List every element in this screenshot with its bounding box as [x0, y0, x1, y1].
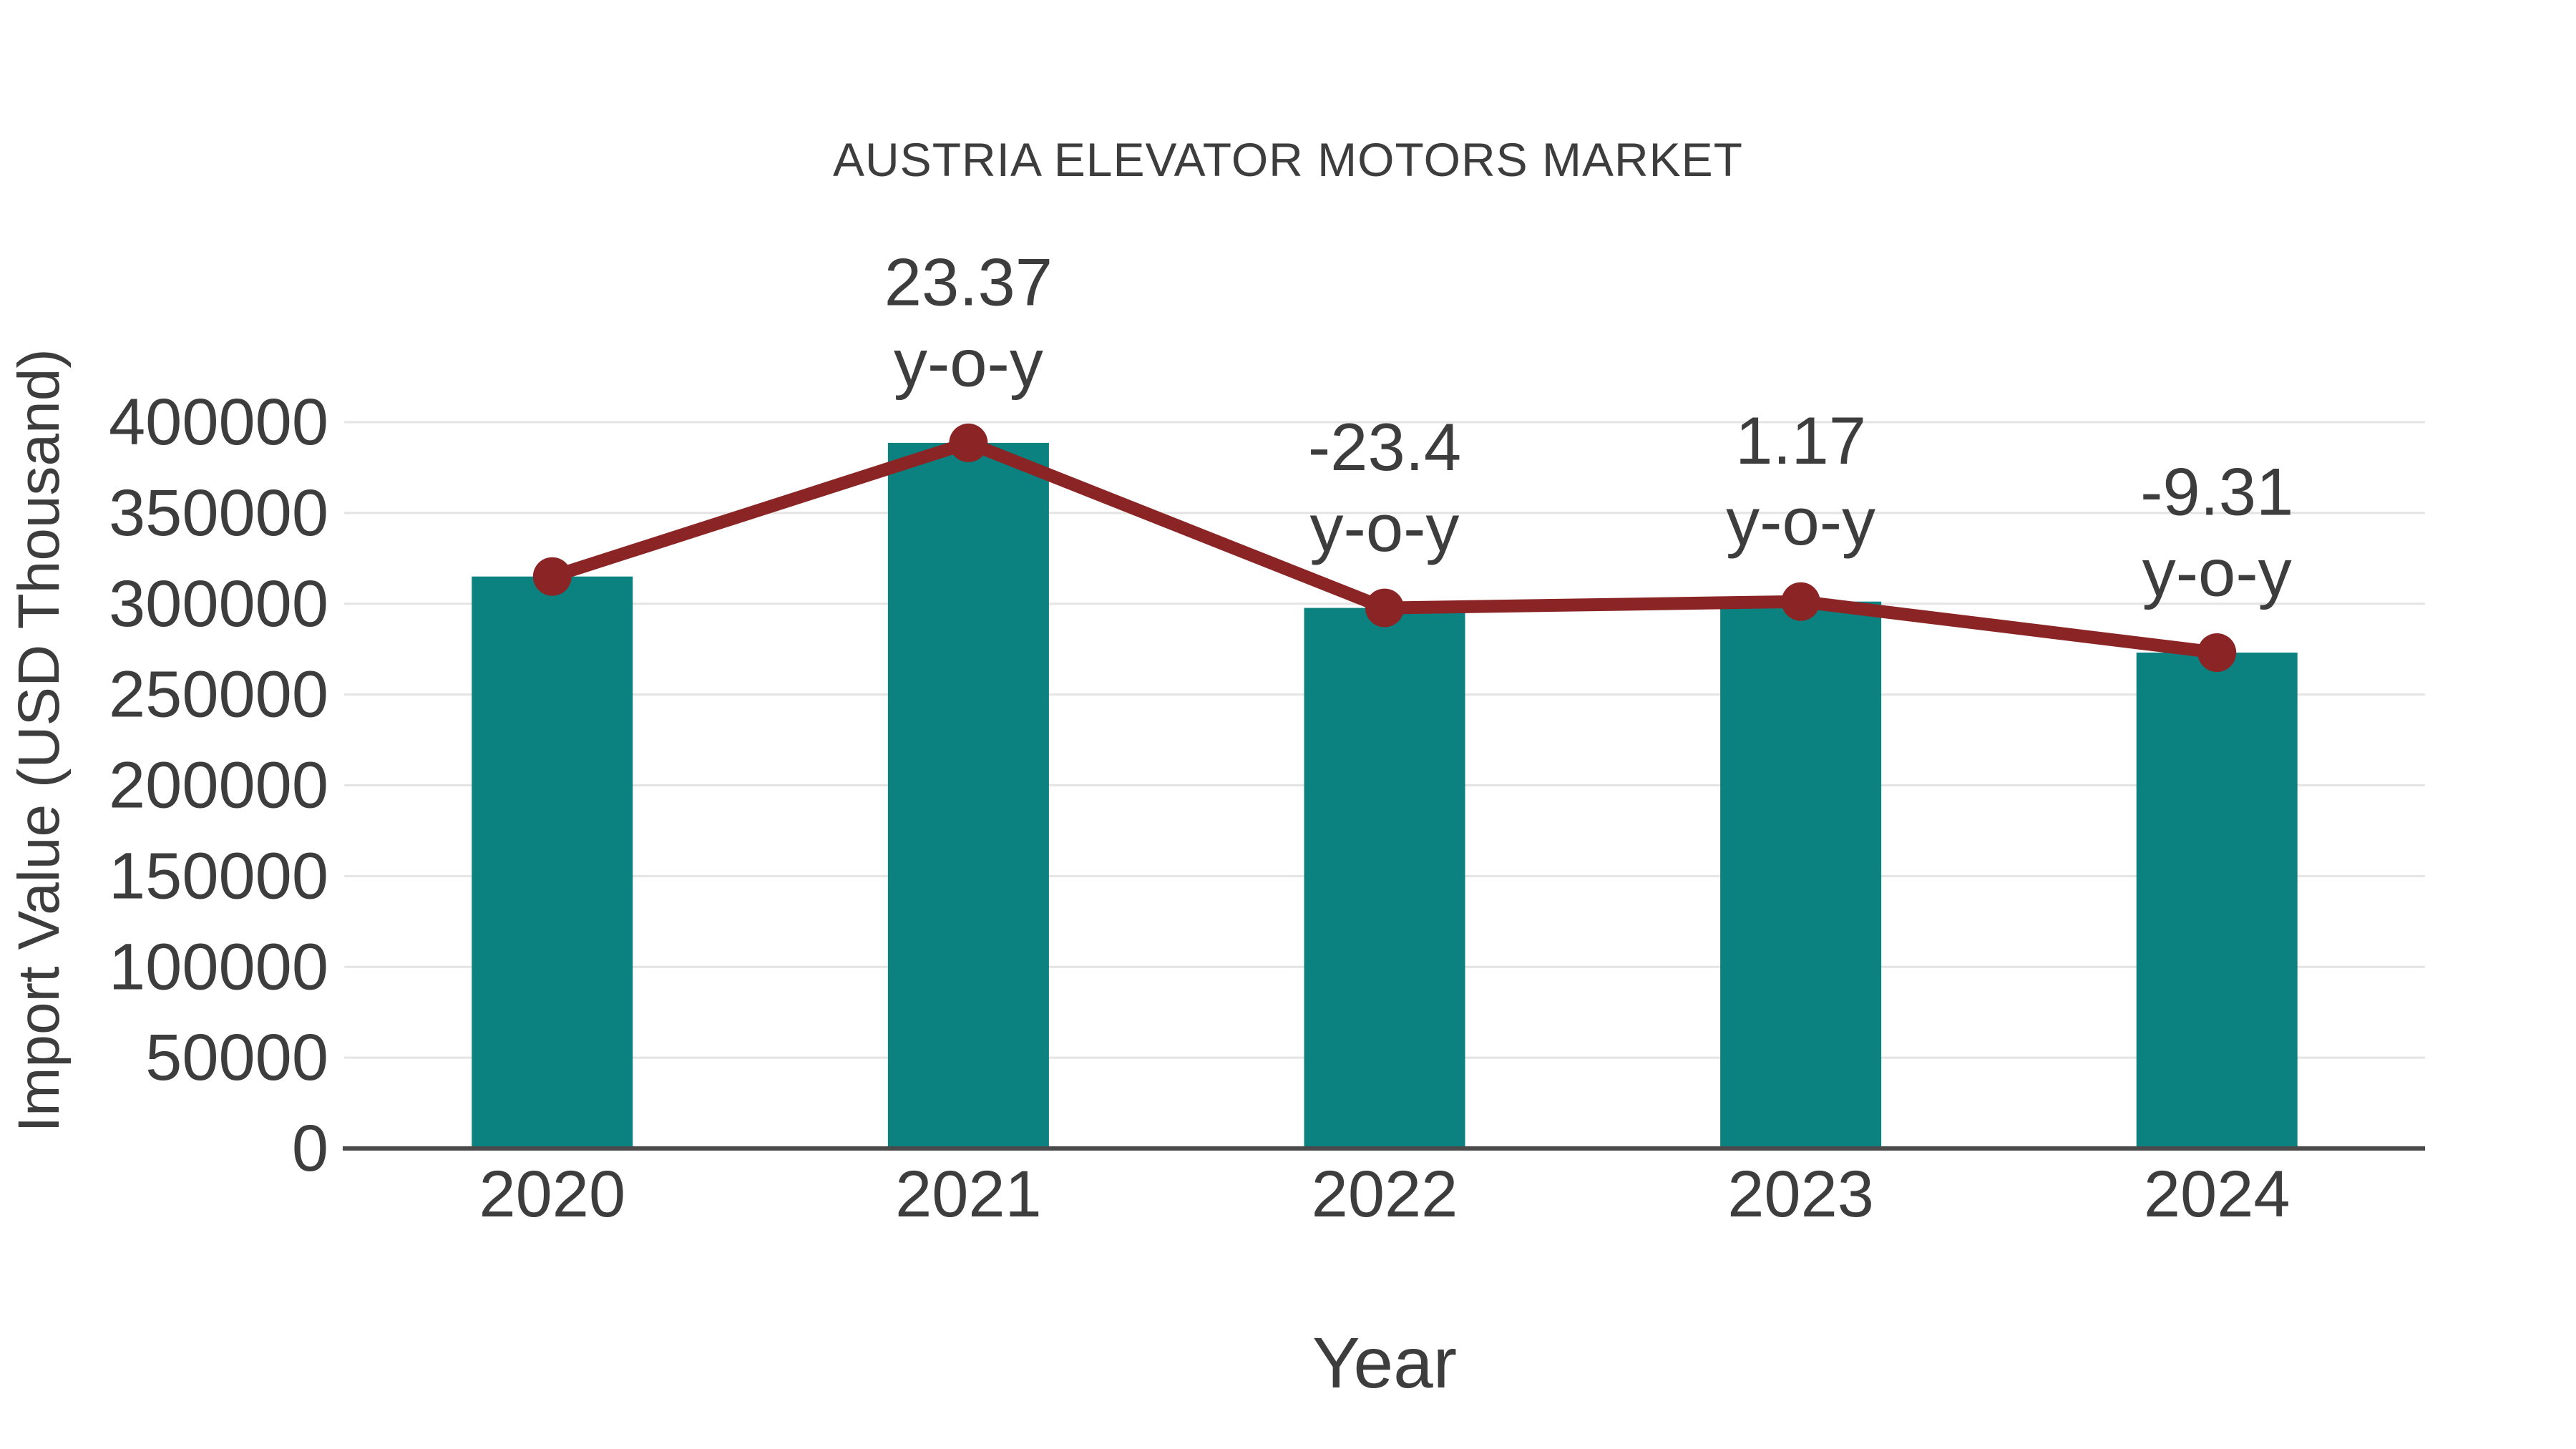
x-tick-label: 2023	[1727, 1158, 1874, 1231]
yoy-value-label-2021: 23.37	[884, 244, 1053, 319]
x-tick-label: 2024	[2144, 1158, 2290, 1231]
y-tick-label: 100000	[109, 930, 328, 1003]
yoy-marker-2023	[1781, 582, 1820, 621]
bar-2024	[2136, 653, 2298, 1148]
yoy-value-label-2024: -9.31	[2140, 454, 2293, 530]
yoy-unit-label-2021: y-o-y	[894, 325, 1043, 400]
bar-2022	[1304, 608, 1465, 1148]
bar-2020	[472, 576, 633, 1148]
y-tick-label: 200000	[109, 749, 328, 822]
y-tick-label: 50000	[145, 1021, 328, 1094]
x-tick-label: 2020	[479, 1158, 625, 1231]
yoy-value-label-2022: -23.4	[1308, 409, 1461, 484]
y-tick-label: 400000	[109, 386, 328, 459]
bar-2023	[1720, 601, 1882, 1148]
bar-2021	[887, 442, 1049, 1148]
yoy-value-label-2023: 1.17	[1735, 403, 1866, 478]
x-tick-label: 2021	[895, 1158, 1042, 1231]
yoy-unit-label-2022: y-o-y	[1310, 490, 1460, 565]
yoy-unit-label-2024: y-o-y	[2142, 535, 2292, 610]
yoy-marker-2020	[532, 557, 572, 596]
y-tick-label: 0	[292, 1112, 328, 1185]
yoy-marker-2022	[1365, 588, 1404, 628]
x-tick-label: 2022	[1312, 1158, 1458, 1231]
yoy-marker-2024	[2197, 633, 2237, 673]
chart-title: AUSTRIA ELEVATOR MOTORS MARKET	[832, 133, 1743, 186]
y-tick-label: 150000	[109, 839, 328, 912]
yoy-marker-2021	[949, 423, 988, 462]
x-axis-title: Year	[1312, 1323, 1458, 1403]
y-tick-label: 350000	[109, 477, 328, 550]
yoy-unit-label-2023: y-o-y	[1726, 484, 1875, 559]
y-tick-label: 250000	[109, 658, 328, 731]
y-tick-label: 300000	[109, 567, 328, 640]
